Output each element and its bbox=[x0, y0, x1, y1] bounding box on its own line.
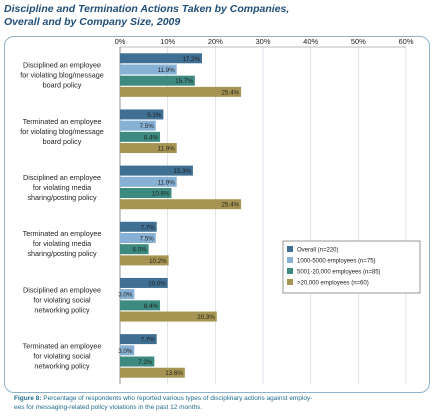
bar bbox=[120, 311, 217, 322]
legend-swatch bbox=[287, 246, 293, 252]
data-label: 7.7% bbox=[141, 224, 156, 231]
category-label-line: sharing/posting policy bbox=[27, 193, 97, 202]
bar bbox=[120, 199, 242, 210]
x-tick-label: 20% bbox=[208, 37, 223, 46]
bar bbox=[120, 109, 164, 120]
bar bbox=[120, 165, 193, 176]
data-label: 15.3% bbox=[173, 168, 191, 175]
bar bbox=[120, 75, 195, 86]
category-label: Terminated an employee for violating medi… bbox=[23, 229, 102, 258]
caption-figure-label: Figure 8: bbox=[14, 395, 42, 402]
category-label-line: Terminated an employee bbox=[23, 229, 102, 238]
x-tick-label: 40% bbox=[303, 37, 318, 46]
category-label-line: for violating media bbox=[33, 183, 91, 192]
x-tick-label: 10% bbox=[160, 37, 175, 46]
data-label: 11.9% bbox=[158, 179, 176, 186]
bar bbox=[120, 131, 161, 142]
data-label: 20.3% bbox=[197, 314, 215, 321]
legend-swatch bbox=[287, 279, 293, 285]
bar bbox=[120, 221, 157, 232]
category-label-line: Terminated an employee bbox=[23, 341, 102, 350]
category-label-line: for violating social bbox=[33, 295, 91, 304]
category-label-line: Disciplined an employee bbox=[23, 61, 101, 70]
bar bbox=[120, 244, 149, 255]
bar bbox=[120, 289, 135, 300]
category-label: Disciplined an employee for violating blo… bbox=[20, 61, 104, 90]
legend-box bbox=[282, 240, 421, 294]
data-label: 15.7% bbox=[175, 78, 193, 85]
category-label-line: for violating social bbox=[33, 351, 91, 360]
legend-label: 5001-20,000 employees (n=85) bbox=[297, 270, 381, 276]
category-label-line: sharing/posting policy bbox=[27, 249, 97, 258]
x-tick-label: 60% bbox=[398, 37, 413, 46]
bar bbox=[120, 277, 168, 288]
data-label: 10.0% bbox=[148, 280, 166, 287]
data-label: 13.6% bbox=[165, 370, 183, 377]
data-label: 7.5% bbox=[140, 123, 155, 130]
data-label: 9.1% bbox=[147, 112, 162, 119]
category-label: Disciplined an employee for violating med… bbox=[23, 173, 101, 202]
legend-swatch bbox=[287, 268, 293, 274]
figure-caption: Figure 8: Percentage of respondents who … bbox=[14, 394, 424, 412]
data-label: 8.4% bbox=[144, 303, 159, 310]
data-label: 10.2% bbox=[149, 258, 167, 265]
data-label: 8.4% bbox=[144, 134, 159, 141]
data-label: 11.9% bbox=[158, 146, 176, 153]
data-label: 7.2% bbox=[138, 359, 153, 366]
bar bbox=[120, 367, 185, 378]
legend-label: Overall (n=220) bbox=[297, 248, 339, 254]
data-label: 7.5% bbox=[140, 235, 155, 242]
category-label-line: for violating blog/message bbox=[20, 71, 104, 80]
data-label: 17.2% bbox=[182, 56, 200, 63]
data-label: 25.4% bbox=[222, 89, 240, 96]
chart-title-line-2: Overall and by Company Size, 2009 bbox=[4, 16, 181, 28]
bar bbox=[120, 188, 172, 199]
category-label-line: for violating blog/message bbox=[20, 127, 104, 136]
x-tick-label: 30% bbox=[255, 37, 270, 46]
category-label-line: networking policy bbox=[34, 361, 90, 370]
caption-line-1: Percentage of respondents who reported v… bbox=[41, 395, 313, 402]
category-label: Terminated an employee for violating soci… bbox=[23, 341, 102, 370]
category-label-line: for violating media bbox=[33, 239, 91, 248]
category-label-line: Disciplined an employee bbox=[23, 285, 101, 294]
bar bbox=[120, 143, 177, 154]
category-label: Disciplined an employee for violating soc… bbox=[23, 285, 101, 314]
data-label: 3.0% bbox=[118, 292, 133, 299]
bar bbox=[120, 120, 156, 131]
category-label-line: board policy bbox=[43, 81, 82, 90]
bar bbox=[120, 176, 177, 187]
legend-label: >20,000 employees (n=60) bbox=[297, 281, 369, 287]
data-label: 25.4% bbox=[222, 202, 240, 209]
bar-chart: 0% 10% 20% 30% 40% 50% 60% 17.2% 11.9% 15.7% 25.4%… bbox=[20, 37, 421, 384]
x-tick-label: 0% bbox=[115, 37, 126, 46]
bar bbox=[120, 356, 155, 367]
bar bbox=[120, 300, 161, 311]
category-label-line: Disciplined an employee bbox=[23, 173, 101, 182]
category-label-line: board policy bbox=[43, 137, 82, 146]
category-label-line: networking policy bbox=[34, 305, 90, 314]
data-label: 6.0% bbox=[132, 247, 147, 254]
category-label-line: Terminated an employee bbox=[23, 117, 102, 126]
chart-title-line-1: Discipline and Termination Actions Taken… bbox=[4, 3, 290, 15]
bar bbox=[120, 345, 135, 356]
bar bbox=[120, 64, 177, 75]
legend-label: 1000-5000 employees (n=75) bbox=[297, 259, 376, 265]
data-label: 11.9% bbox=[158, 67, 176, 74]
bar bbox=[120, 86, 242, 97]
bar bbox=[120, 334, 157, 345]
data-label: 10.8% bbox=[152, 191, 170, 198]
bar bbox=[120, 53, 202, 64]
legend-swatch bbox=[287, 257, 293, 263]
caption-line-2: ees for messaging-related policy violati… bbox=[14, 404, 203, 411]
chart-title: Discipline and Termination Actions Taken… bbox=[4, 3, 424, 29]
data-label: 3.0% bbox=[118, 348, 133, 355]
bar bbox=[120, 232, 156, 243]
x-tick-label: 50% bbox=[351, 37, 366, 46]
category-label: Terminated an employee for violating blog… bbox=[20, 117, 104, 146]
bar bbox=[120, 255, 169, 266]
data-label: 7.7% bbox=[141, 337, 156, 344]
